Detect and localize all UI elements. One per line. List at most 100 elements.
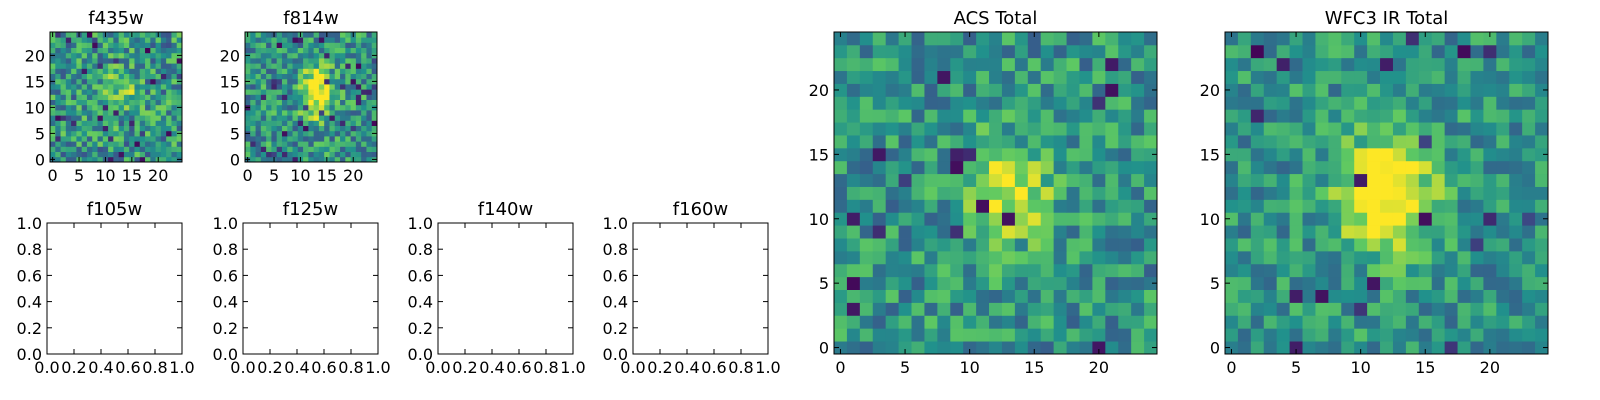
heatmap-cell: [318, 37, 325, 43]
heatmap-cell: [1509, 341, 1523, 355]
heatmap-cell: [1496, 109, 1510, 123]
heatmap-cell: [108, 37, 114, 43]
heatmap-cell: [318, 136, 325, 142]
heatmap-cell: [245, 68, 251, 74]
heatmap-cell: [834, 135, 848, 149]
heatmap-cell: [1289, 135, 1303, 149]
heatmap-cell: [1250, 238, 1265, 252]
heatmap-cell: [1405, 44, 1420, 59]
heatmap-cell: [76, 94, 83, 100]
heatmap-cell: [1418, 341, 1433, 355]
heatmap-cell: [989, 263, 1003, 278]
heatmap-cell: [139, 37, 146, 43]
heatmap-cell: [60, 94, 67, 100]
heatmap-cell: [937, 276, 951, 290]
heatmap-cell: [166, 73, 172, 80]
heatmap-cell: [1509, 199, 1523, 213]
heatmap-cell: [86, 89, 93, 95]
heatmap-cell: [276, 94, 283, 100]
heatmap-cell: [108, 68, 114, 74]
heatmap-cell: [176, 68, 183, 74]
heatmap-cell: [1040, 302, 1055, 316]
heatmap-cell: [859, 302, 874, 316]
heatmap-cell: [1483, 96, 1497, 110]
heatmap-cell: [1405, 96, 1420, 110]
heatmap-cell: [1496, 328, 1510, 342]
heatmap-cell: [176, 73, 183, 80]
heatmap-cell: [1431, 173, 1446, 187]
heatmap-cell: [1328, 32, 1342, 46]
heatmap-cell: [361, 47, 367, 54]
heatmap-cell: [260, 146, 267, 152]
heatmap-cell: [1444, 263, 1458, 278]
heatmap-cell: [1315, 135, 1329, 149]
heatmap-cell: [859, 199, 874, 213]
heatmap-cell: [1431, 212, 1446, 226]
heatmap-cell: [297, 146, 304, 152]
heatmap-cell: [1380, 83, 1394, 97]
heatmap-cell: [97, 125, 104, 132]
heatmap-cell: [1315, 341, 1329, 355]
heatmap-cell: [86, 156, 93, 163]
heatmap-cell: [329, 151, 336, 158]
heatmap-cell: [1509, 250, 1523, 265]
heatmap-cell: [834, 328, 848, 342]
heatmap-cell: [134, 47, 141, 54]
heatmap-cell: [872, 289, 887, 303]
heatmap-cell: [108, 32, 114, 38]
heatmap-cell: [155, 78, 162, 85]
heatmap-cell: [71, 136, 77, 142]
heatmap-cell: [313, 110, 320, 116]
heatmap-cell: [976, 225, 990, 239]
heatmap-cell: [108, 136, 114, 142]
y-tick-label: 0.4: [603, 293, 628, 312]
y-tick-label: 5: [1210, 274, 1220, 293]
heatmap-cell: [150, 58, 156, 64]
heatmap-cell: [250, 136, 256, 142]
heatmap-cell: [846, 199, 861, 213]
heatmap-cell: [86, 78, 93, 85]
heatmap-cell: [318, 130, 325, 137]
heatmap-cell: [1276, 212, 1290, 226]
x-tick-label: 0.8: [142, 358, 167, 377]
heatmap-cell: [1053, 44, 1067, 59]
heatmap-cell: [1263, 83, 1278, 97]
heatmap-cell: [989, 173, 1003, 187]
heatmap-cell: [155, 115, 162, 121]
heatmap-cell: [150, 146, 156, 152]
heatmap-cell: [76, 42, 83, 48]
heatmap-cell: [859, 109, 874, 123]
heatmap-cell: [1105, 341, 1119, 355]
y-tick-label: 0.6: [603, 266, 628, 285]
heatmap-cell: [1237, 44, 1252, 59]
x-tick-label: 0.8: [533, 358, 558, 377]
heatmap-cell: [1289, 302, 1303, 316]
heatmap-cell: [245, 110, 251, 116]
heatmap-cell: [989, 109, 1003, 123]
heatmap-cell: [361, 151, 367, 158]
heatmap-cell: [950, 70, 964, 84]
heatmap-cell: [324, 42, 330, 48]
heatmap-cell: [1354, 289, 1368, 303]
heatmap-cell: [1053, 289, 1067, 303]
heatmap-cell: [1237, 160, 1252, 175]
heatmap-cell: [355, 136, 362, 142]
heatmap-cell: [150, 115, 156, 121]
heatmap-cell: [266, 136, 272, 142]
heatmap-cell: [1066, 302, 1080, 316]
heatmap-cell: [885, 147, 899, 162]
heatmap-cell: [55, 125, 61, 132]
heatmap-cell: [129, 42, 135, 48]
heatmap-cell: [1341, 57, 1355, 72]
heatmap-cell: [1105, 199, 1119, 213]
heatmap-cell: [950, 238, 964, 252]
heatmap-cell: [1053, 328, 1067, 342]
heatmap-cell: [1405, 250, 1420, 265]
heatmap-cell: [65, 63, 72, 69]
heatmap-cell: [55, 130, 61, 137]
heatmap-cell: [1079, 238, 1093, 252]
heatmap-cell: [97, 52, 104, 59]
heatmap-cell: [271, 68, 278, 74]
heatmap-cell: [1392, 160, 1407, 175]
heatmap-cell: [1483, 238, 1497, 252]
